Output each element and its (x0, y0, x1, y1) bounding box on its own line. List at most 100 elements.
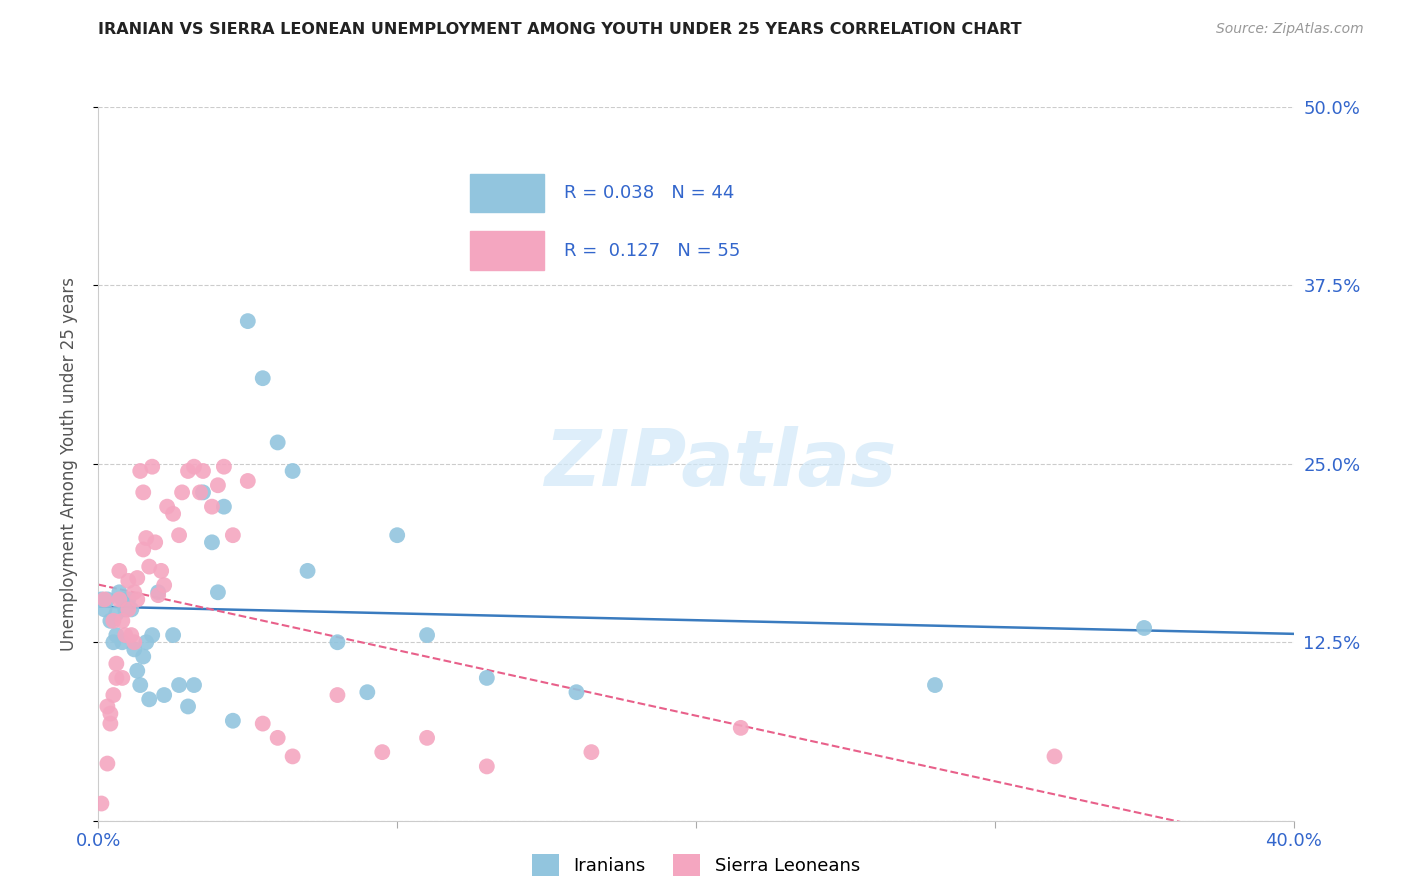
Point (267, 731, 290, 745)
Point (100, 614, 122, 628)
Point (120, 602, 142, 616)
Point (153, 688, 176, 702)
Point (212, 459, 235, 474)
Point (117, 574, 139, 588)
Point (281, 464, 304, 478)
Point (188, 485, 211, 500)
Point (207, 585, 229, 599)
Point (201, 500, 224, 514)
Point (201, 535, 224, 549)
Point (1133, 621, 1156, 635)
Point (236, 474, 259, 488)
Point (127, 664, 149, 678)
Point (96, 592, 118, 607)
Point (326, 635, 349, 649)
Point (191, 485, 214, 500)
Legend: Iranians, Sierra Leoneans: Iranians, Sierra Leoneans (524, 847, 868, 883)
Point (105, 628, 128, 642)
Point (156, 500, 179, 514)
Point (114, 602, 136, 616)
Bar (471, 174, 544, 212)
Point (105, 671, 128, 685)
Point (96, 699, 118, 714)
Text: ZIPatlas: ZIPatlas (544, 425, 896, 502)
Point (141, 459, 163, 474)
Point (117, 602, 139, 616)
Point (416, 731, 439, 745)
Text: Source: ZipAtlas.com: Source: ZipAtlas.com (1216, 22, 1364, 37)
Point (132, 485, 155, 500)
Point (143, 535, 166, 549)
Point (222, 714, 245, 728)
Point (162, 507, 184, 521)
Point (108, 592, 131, 607)
Point (236, 314, 259, 328)
Point (162, 628, 184, 642)
Point (730, 721, 752, 735)
Point (153, 578, 176, 592)
Point (114, 628, 136, 642)
Point (183, 459, 205, 474)
Point (183, 678, 205, 692)
Point (105, 607, 128, 621)
Text: R = 0.038   N = 44: R = 0.038 N = 44 (564, 184, 734, 202)
Point (135, 635, 157, 649)
Point (141, 628, 163, 642)
Point (111, 635, 134, 649)
Point (108, 585, 131, 599)
Point (177, 699, 200, 714)
Text: R =  0.127   N = 55: R = 0.127 N = 55 (564, 242, 741, 260)
Point (108, 564, 131, 578)
Point (326, 688, 349, 702)
Point (475, 671, 498, 685)
Point (148, 585, 170, 599)
Point (120, 628, 142, 642)
Point (924, 678, 946, 692)
Point (103, 614, 125, 628)
Y-axis label: Unemployment Among Youth under 25 years: Unemployment Among Youth under 25 years (59, 277, 77, 651)
Point (385, 528, 409, 542)
Point (129, 678, 152, 692)
Point (416, 628, 439, 642)
Point (1043, 749, 1066, 764)
Point (90, 797, 112, 811)
Point (191, 464, 214, 478)
Point (111, 592, 134, 607)
Point (96, 756, 118, 771)
Point (93, 602, 115, 616)
Point (138, 559, 160, 574)
Point (103, 635, 125, 649)
Point (138, 692, 160, 706)
Point (177, 464, 200, 478)
Point (100, 706, 122, 721)
Point (371, 745, 394, 759)
Point (103, 688, 125, 702)
Point (356, 685, 378, 699)
Point (90, 592, 112, 607)
Point (124, 585, 146, 599)
Point (167, 528, 190, 542)
Point (581, 745, 603, 759)
Point (252, 716, 274, 731)
Text: IRANIAN VS SIERRA LEONEAN UNEMPLOYMENT AMONG YOUTH UNDER 25 YEARS CORRELATION CH: IRANIAN VS SIERRA LEONEAN UNEMPLOYMENT A… (98, 22, 1022, 37)
Point (105, 657, 128, 671)
Point (127, 592, 149, 607)
Point (124, 635, 146, 649)
Point (135, 531, 157, 545)
Point (252, 371, 274, 385)
Point (281, 749, 304, 764)
Point (100, 716, 122, 731)
Point (127, 571, 149, 585)
Point (132, 542, 155, 557)
Point (212, 500, 235, 514)
Bar (471, 232, 544, 270)
Point (150, 564, 173, 578)
Point (222, 528, 245, 542)
Point (111, 614, 134, 628)
Point (267, 435, 290, 450)
Point (129, 464, 152, 478)
Point (167, 678, 190, 692)
Point (148, 588, 170, 602)
Point (124, 642, 146, 657)
Point (117, 592, 139, 607)
